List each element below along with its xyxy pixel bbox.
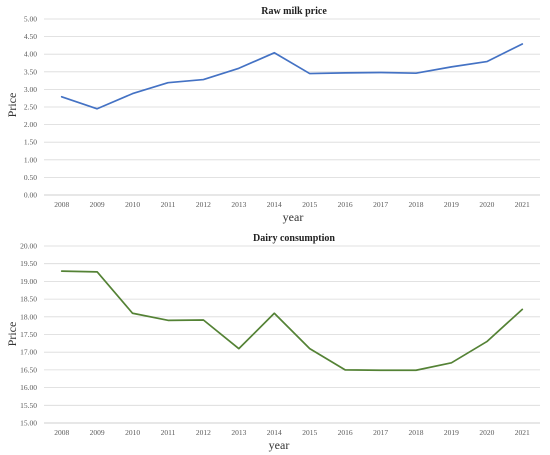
x-tick-label: 2011 (161, 428, 176, 437)
x-tick-label: 2016 (338, 428, 353, 437)
x-tick-label: 2008 (54, 428, 69, 437)
y-tick-label: 17.50 (20, 330, 37, 339)
x-tick-label: 2009 (90, 428, 105, 437)
x-tick-label: 2015 (302, 200, 317, 209)
y-tick-label: 16.00 (20, 383, 37, 392)
data-point (521, 43, 523, 45)
data-point (273, 52, 275, 54)
chart-title: Dairy consumption (253, 233, 335, 244)
x-tick-label: 2017 (373, 428, 388, 437)
y-axis-title: Price (5, 93, 19, 118)
data-point (167, 319, 169, 321)
data-point (61, 96, 63, 98)
x-tick-label: 2013 (231, 200, 246, 209)
plot-area: 15.00 15.50 16.00 16.50 17.00 17.50 18.00 18.50… (20, 242, 540, 437)
data-point (450, 362, 452, 364)
data-point (450, 66, 452, 68)
series-line (60, 270, 524, 372)
y-tick-label: 2.50 (24, 103, 37, 112)
y-tick-label: 18.00 (20, 312, 37, 321)
y-tick-label: 3.50 (24, 67, 37, 76)
x-tick-label: 2009 (90, 200, 105, 209)
x-tick-label: 2015 (302, 428, 317, 437)
data-point (344, 72, 346, 74)
x-tick-label: 2013 (231, 428, 246, 437)
data-point (521, 308, 523, 310)
y-tick-label: 19.00 (20, 277, 37, 286)
y-tick-label: 1.50 (24, 138, 37, 147)
y-tick-label: 18.50 (20, 295, 37, 304)
y-tick-label: 3.00 (24, 85, 37, 94)
y-tick-label: 1.00 (24, 155, 37, 164)
chart-title: Raw milk price (261, 6, 327, 17)
x-tick-label: 2008 (54, 200, 69, 209)
data-point (379, 369, 381, 371)
data-point (486, 60, 488, 62)
y-tick-label: 15.50 (20, 401, 37, 410)
data-point (61, 270, 63, 272)
y-tick-label: 20.00 (20, 242, 37, 251)
chart-dairy-consumption: Dairy consumption Price year 15.0015.501… (5, 233, 540, 452)
data-point (309, 72, 311, 74)
data-point (96, 108, 98, 110)
data-point (415, 72, 417, 74)
data-point (202, 319, 204, 321)
data-point (167, 82, 169, 84)
series-line (60, 43, 524, 110)
x-tick-label: 2019 (444, 428, 459, 437)
x-tick-label: 2017 (373, 200, 388, 209)
x-tick-label: 2010 (125, 428, 140, 437)
data-point (238, 67, 240, 69)
y-tick-label: 5.00 (24, 15, 37, 24)
x-tick-label: 2012 (196, 428, 211, 437)
plot-area: 0.00 0.50 1.00 1.50 2.00 2.50 3.00 3.50 4.00 4.50… (24, 15, 540, 209)
x-tick-label: 2014 (267, 200, 282, 209)
data-point (415, 369, 417, 371)
data-point (202, 78, 204, 80)
x-tick-label: 2018 (409, 200, 424, 209)
data-point (344, 369, 346, 371)
data-point (309, 347, 311, 349)
data-point (486, 340, 488, 342)
x-tick-label: 2018 (409, 428, 424, 437)
data-point (96, 271, 98, 273)
x-axis-title: year (269, 438, 290, 452)
y-tick-label: 15.00 (20, 419, 37, 428)
x-tick-label: 2011 (161, 200, 176, 209)
y-tick-label: 0.50 (24, 173, 37, 182)
data-point (238, 347, 240, 349)
x-tick-label: 2019 (444, 200, 459, 209)
data-point (131, 312, 133, 314)
chart-raw-milk-price: Raw milk price Price year 0.00 0.50 1.00 1.… (5, 6, 540, 224)
y-tick-label: 4.00 (24, 50, 37, 59)
y-tick-label: 0.00 (24, 191, 37, 200)
x-axis-title: year (283, 210, 304, 224)
data-point (131, 92, 133, 94)
x-tick-label: 2021 (515, 200, 530, 209)
y-tick-label: 2.00 (24, 120, 37, 129)
y-tick-label: 19.50 (20, 259, 37, 268)
data-point (273, 312, 275, 314)
y-axis-title: Price (5, 322, 19, 347)
x-tick-label: 2014 (267, 428, 282, 437)
x-tick-label: 2016 (338, 200, 353, 209)
y-tick-label: 4.50 (24, 32, 37, 41)
x-tick-label: 2010 (125, 200, 140, 209)
x-tick-label: 2020 (479, 200, 494, 209)
data-point (379, 71, 381, 73)
x-tick-label: 2020 (479, 428, 494, 437)
y-tick-label: 16.50 (20, 365, 37, 374)
x-tick-label: 2012 (196, 200, 211, 209)
x-tick-label: 2021 (515, 428, 530, 437)
y-tick-label: 17.00 (20, 348, 37, 357)
